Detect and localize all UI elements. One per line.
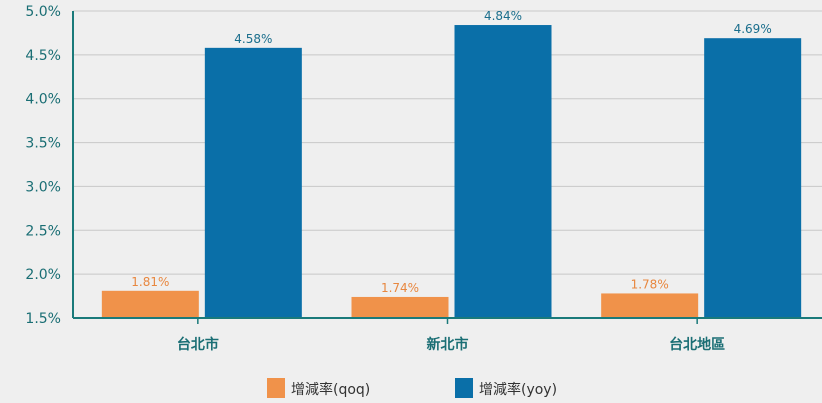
- y-tick-label: 3.0%: [25, 179, 61, 195]
- data-label: 4.58%: [234, 32, 272, 46]
- bar: [704, 38, 802, 318]
- y-tick-label: 4.5%: [25, 48, 61, 64]
- legend-swatch: [267, 378, 285, 398]
- legend-label: 增減率(yoy): [479, 381, 557, 398]
- y-tick-label: 2.0%: [25, 267, 61, 283]
- bar: [204, 47, 302, 319]
- y-tick-label: 1.5%: [25, 311, 61, 327]
- bar: [454, 25, 552, 318]
- x-tick-label: 台北地區: [669, 336, 725, 353]
- y-tick-label: 4.0%: [25, 92, 61, 108]
- data-label: 4.69%: [734, 22, 772, 36]
- x-tick-label: 台北市: [177, 336, 219, 353]
- x-tick-label: 新北市: [427, 336, 469, 353]
- bar: [351, 296, 449, 318]
- data-label: 4.84%: [484, 9, 522, 23]
- legend-swatch: [455, 378, 473, 398]
- bar: [601, 293, 699, 318]
- bar: [101, 290, 199, 318]
- axes: 1.5% 2.0% 2.5% 3.0% 3.5% 4.0% 4.5% 5.0% 台北市 新北市 台北…: [25, 4, 822, 353]
- data-label: 1.74%: [381, 281, 419, 295]
- data-label: 1.78%: [631, 277, 669, 291]
- legend-label: 增減率(qoq): [291, 381, 370, 398]
- legend: 增減率(qoq) 增減率(yoy): [267, 378, 557, 398]
- bars: 1.81% 4.58% 1.74% 4.84% 1.78% 4.69%: [101, 9, 802, 319]
- data-label: 1.81%: [131, 275, 169, 289]
- grid: [73, 10, 822, 319]
- y-tick-label: 3.5%: [25, 136, 61, 152]
- y-tick-label: 5.0%: [25, 4, 61, 20]
- y-tick-label: 2.5%: [25, 223, 61, 239]
